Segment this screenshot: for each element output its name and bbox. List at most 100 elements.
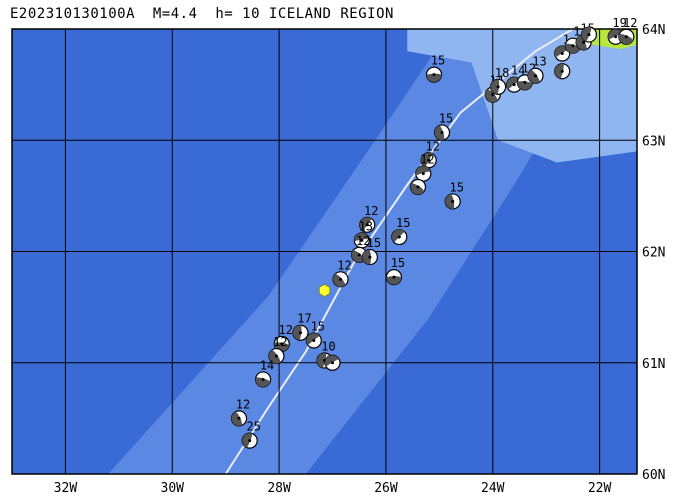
beachball-center [440,130,444,134]
beachball-compression [391,229,405,243]
focal-mechanism: 15 [361,236,381,266]
beachball-compression [426,73,442,83]
longitude-tick-label: 26W [374,481,398,496]
latitude-tick-label: 63N [642,134,665,149]
event-depth-label: 15 [449,180,463,194]
focal-mechanism: 15 [391,216,411,246]
beachball-compression [410,183,425,195]
map-frame [11,28,638,475]
focal-mechanism: 15 [433,111,453,141]
beachball-center [491,93,495,97]
beachball-center [560,69,564,73]
focal-mechanism: 18 [490,66,509,95]
focal-mechanism: 17 [292,312,312,341]
beachball-compression [325,355,340,367]
beachball-compression [333,273,346,287]
event-depth-label: 12 [420,153,434,167]
ridge-axis [224,28,574,475]
event-depth-label: 14 [511,64,525,78]
latitude-tick-label: 62N [642,246,665,261]
current-event-marker [318,283,331,297]
beachball-compression [618,33,634,45]
focal-mechanism: 15 [305,320,325,349]
beachball-center [357,253,361,257]
beachball-compression [317,353,327,368]
event-depth-label: 15 [431,54,445,68]
beachball-compression [528,69,540,84]
beachball-center [312,339,316,342]
event-depth-label: 10 [321,340,335,354]
focal-mechanism: 25 [241,420,261,449]
event-depth-label: 25 [246,420,260,434]
focal-mechanism: 12 [230,397,250,427]
focal-mechanism: 15 [444,180,464,210]
beachball-center [274,354,278,358]
beachball-compression [415,166,431,176]
current-event-layer [318,283,331,297]
event-depth-label: 15 [391,256,405,270]
event-depth-label: 19 [612,16,626,30]
longitude-tick-label: 32W [54,481,78,496]
beachball-compression [351,250,365,263]
beachball-center [523,80,527,84]
focal-mechanism: 12 [359,204,378,233]
event-depth-label: 12 [356,234,370,248]
event-depth-label: 15 [439,111,453,125]
beachball-compression [517,81,533,90]
beachball-compression [576,35,587,50]
beachball-center [248,439,252,443]
event-depth-label: 12 [364,204,378,218]
event-depth-label: 12 [273,335,287,349]
beachball-compression [485,89,498,103]
beachball-compression [434,125,445,140]
longitude-tick-label: 24W [481,481,505,496]
event-depth-label: 12 [623,16,637,30]
event-depth-label: 12 [236,397,250,411]
event-depth-label: 17 [297,312,311,326]
beachball-center [614,35,618,39]
longitude-tick-label: 22W [588,481,612,496]
event-depth-label: 15 [311,320,325,334]
focal-mechanism: 12 [351,234,370,263]
beachball-center [560,51,564,55]
focal-mechanism: 14 [254,358,274,388]
longitude-tick-label: 28W [267,481,291,496]
beachball-center [368,255,372,259]
event-depth-label: 18 [495,66,509,80]
event-depth-label: 12 [279,323,293,337]
beachball-center [339,277,343,281]
beachball-center [261,377,265,381]
beachball-center [280,342,284,346]
beachball-center [571,44,575,48]
focal-mechanism: 12 [268,335,288,365]
event-depth-label: 15 [367,236,381,250]
focal-mechanism-layer: 1514181412131115191215121215121312151515… [230,16,638,449]
focal-mechanism [554,63,571,80]
beachball-center [534,74,538,78]
beachball-compression [242,433,253,448]
event-depth-label: 1 [573,25,580,39]
beachball-center [496,85,500,89]
beachball-center [331,361,335,365]
event-depth-label: 15 [396,216,410,230]
focal-mechanism: 12 [273,323,293,352]
event-depth-label: 14 [260,358,274,372]
focal-mechanism: 12 [618,16,638,45]
focal-mechanism: 12 [415,153,435,182]
beachball-center [298,331,302,335]
beachball-compression [362,249,371,265]
beachball-center [237,416,241,420]
beachball-compression [490,79,500,95]
event-depth-label: 13 [359,219,373,233]
beachball-compression [292,325,302,341]
focal-mechanism [409,178,427,196]
beachball-compression [445,194,455,209]
beachball-compression [359,217,372,231]
beachball-center [427,158,431,162]
beachball-center [365,223,369,227]
event-depth-label: 13 [532,55,546,69]
beachball-center [421,172,425,176]
iceland-shelf [407,29,637,163]
focal-mechanism: 14 [506,64,525,93]
beachball-compression [354,232,370,242]
